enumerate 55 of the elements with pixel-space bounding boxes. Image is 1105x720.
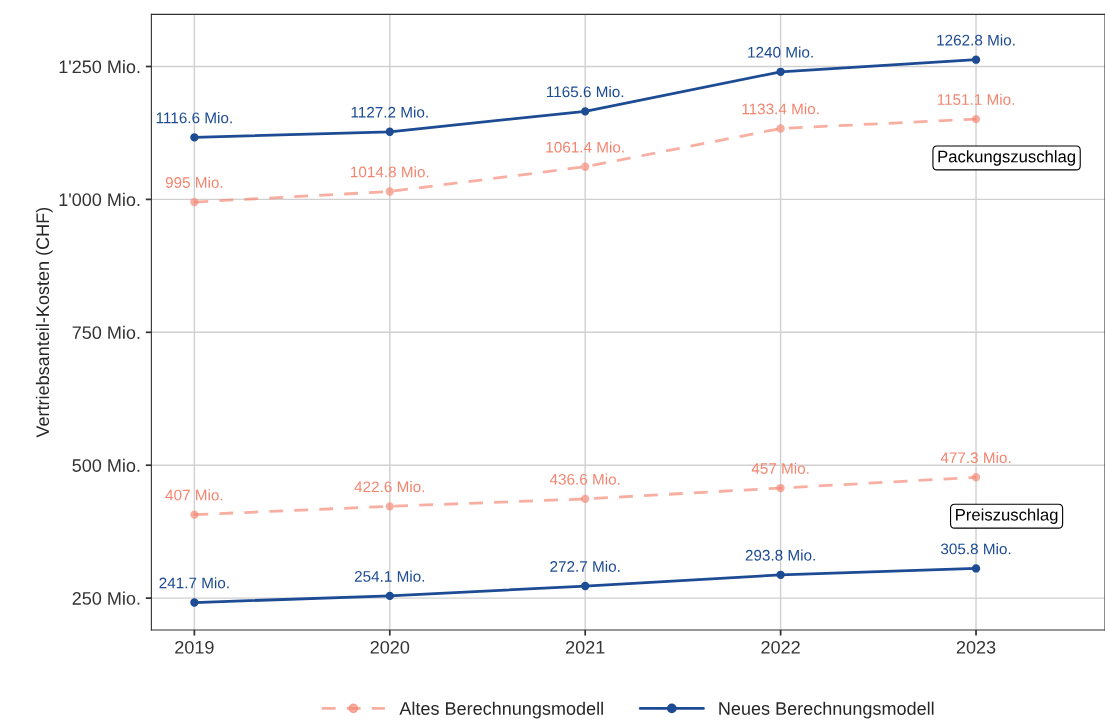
point bbox=[971, 564, 981, 573]
point bbox=[385, 591, 394, 601]
point bbox=[190, 197, 199, 207]
data-label: 1014.8 Mio. bbox=[351, 166, 429, 178]
data-label: 477.3 Mio. bbox=[940, 451, 1011, 464]
point bbox=[385, 502, 394, 511]
data-label: 272.7 Mio. bbox=[550, 560, 620, 572]
data-label: 1151.1 Mio. bbox=[937, 93, 1014, 105]
y-tick-label: 500 Mio. bbox=[72, 458, 140, 472]
y-tick-label: 250 Mio. bbox=[72, 591, 140, 605]
point bbox=[190, 510, 199, 519]
data-label: 241.7 Mio. bbox=[159, 577, 229, 589]
y-tick-label: 750 Mio. bbox=[72, 325, 140, 340]
point bbox=[385, 187, 394, 196]
point bbox=[581, 162, 590, 171]
x-tick-label: 2022 bbox=[761, 640, 800, 654]
x-tick-label: 2019 bbox=[175, 640, 214, 654]
data-label: 436.6 Mio. bbox=[549, 473, 620, 485]
data-label: 305.8 Mio. bbox=[940, 543, 1011, 555]
annotation: Packungszuschlag bbox=[938, 150, 1075, 166]
point bbox=[971, 55, 981, 64]
point bbox=[190, 133, 199, 142]
point bbox=[776, 483, 785, 493]
point bbox=[190, 598, 199, 607]
data-label: 1262.8 Mio. bbox=[937, 34, 1015, 46]
point bbox=[776, 570, 785, 579]
point bbox=[385, 127, 394, 136]
legend-label: Neues Berechnungsmodell bbox=[719, 701, 934, 719]
legend-label: Altes Berechnungsmodell bbox=[399, 701, 603, 719]
y-axis-title: Vertriebsanteil-Kosten (CHF) bbox=[35, 207, 53, 438]
data-label: 1061.4 Mio. bbox=[546, 141, 624, 153]
x-tick-label: 2023 bbox=[956, 640, 996, 654]
data-label: 1127.2 Mio. bbox=[351, 106, 428, 118]
x-tick-label: 2020 bbox=[370, 640, 410, 654]
data-label: 457 Mio. bbox=[751, 462, 809, 474]
point bbox=[581, 107, 590, 116]
data-label: 422.6 Mio. bbox=[354, 481, 425, 493]
y-tick-label: 1'000 Mio. bbox=[59, 192, 140, 207]
data-label: 293.8 Mio. bbox=[745, 549, 815, 561]
point bbox=[581, 494, 590, 504]
data-label: 254.1 Mio. bbox=[354, 570, 425, 582]
point bbox=[581, 581, 590, 591]
point bbox=[776, 124, 785, 133]
data-label: 1133.4 Mio. bbox=[742, 103, 819, 115]
y-tick-label: 1'250 Mio. bbox=[59, 59, 140, 74]
annotation: Preiszuschlag bbox=[956, 508, 1058, 524]
point bbox=[971, 114, 981, 124]
data-label: 1240 Mio. bbox=[748, 46, 813, 58]
point bbox=[776, 67, 785, 76]
data-label: 1116.6 Mio. bbox=[156, 112, 232, 124]
data-label: 995 Mio. bbox=[165, 176, 223, 188]
x-tick-label: 2021 bbox=[566, 640, 605, 654]
data-label: 407 Mio. bbox=[165, 489, 223, 501]
point bbox=[971, 473, 981, 482]
data-label: 1165.6 Mio. bbox=[547, 86, 624, 98]
